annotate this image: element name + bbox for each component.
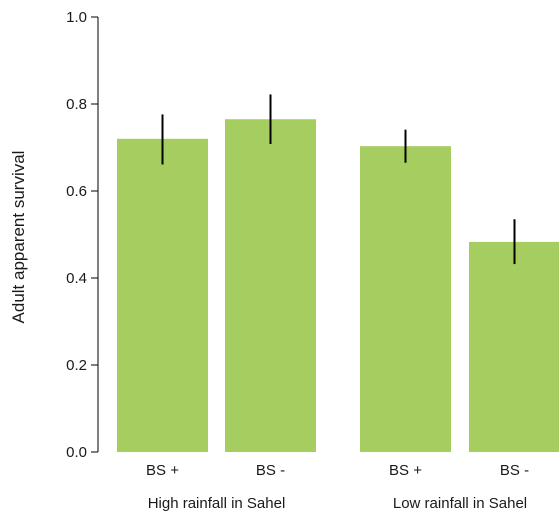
group-label: Low rainfall in Sahel: [393, 495, 527, 512]
category-label: BS -: [256, 462, 285, 479]
y-axis-title: Adult apparent survival: [9, 151, 28, 324]
group-label: High rainfall in Sahel: [148, 495, 286, 512]
error-bars: [161, 94, 516, 265]
category-label: BS -: [500, 462, 529, 479]
y-ticks: 0.0 0.2 0.4 0.6 0.8 1.0: [66, 9, 98, 461]
y-tick-label: 0.4: [66, 270, 87, 287]
bar: [360, 146, 451, 452]
y-tick-label: 0.0: [66, 444, 87, 461]
group-labels: High rainfall in Sahel Low rainfall in Sa…: [148, 495, 527, 512]
y-tick-label: 1.0: [66, 9, 87, 26]
y-tick-label: 0.6: [66, 183, 87, 200]
category-labels: BS + BS - BS + BS -: [146, 462, 529, 479]
category-label: BS +: [146, 462, 179, 479]
category-label: BS +: [389, 462, 422, 479]
bar: [117, 138, 208, 453]
bar: [225, 119, 316, 452]
y-tick-label: 0.2: [66, 357, 87, 374]
bars: [117, 119, 559, 453]
bar: [469, 241, 559, 452]
y-tick-label: 0.8: [66, 96, 87, 113]
